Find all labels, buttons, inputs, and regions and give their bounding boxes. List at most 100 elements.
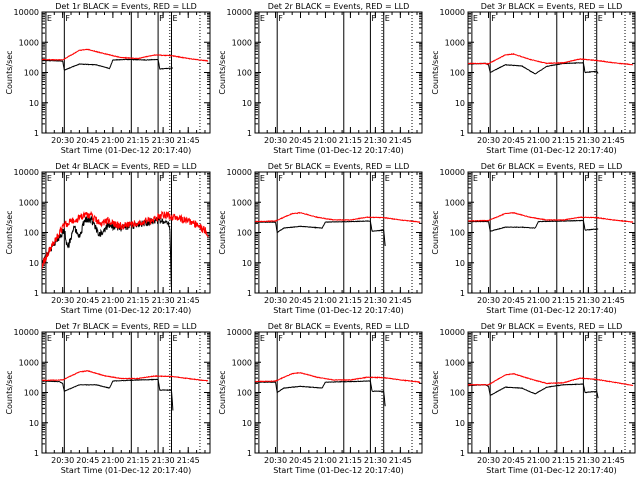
panel-title: Det 9r BLACK = Events, RED = LLD (481, 322, 623, 331)
x-tick-label: 21:00 (314, 456, 337, 465)
y-tick-label: 1 (460, 129, 465, 138)
y-tick-label: 100 (24, 389, 39, 398)
marker-letter: F (491, 334, 496, 343)
marker-letter: E (385, 334, 390, 343)
x-tick-label: 21:00 (314, 136, 337, 145)
panel-9: Det 9r BLACK = Events, RED = LLD 1 10 100 10… (431, 322, 636, 475)
events-series-line (42, 215, 172, 287)
marker-letter: F (491, 174, 496, 183)
y-tick-label: 1000 (445, 358, 465, 367)
marker-letter: F (371, 174, 376, 183)
x-tick-label: 21:30 (577, 136, 600, 145)
marker-letter: E (260, 174, 265, 183)
panel-title: Det 2r BLACK = Events, RED = LLD (268, 2, 410, 11)
y-tick-label: 100 (450, 69, 465, 78)
x-axis-label: Start Time (01-Dec-12 20:17:40) (61, 466, 192, 475)
marker-letter: F (159, 174, 164, 183)
y-tick-label: 1 (247, 129, 252, 138)
x-tick-label: 21:00 (527, 136, 550, 145)
x-tick-label: 21:45 (389, 136, 412, 145)
x-tick-label: 20:45 (289, 136, 312, 145)
y-axis-label: Counts/sec (5, 210, 14, 254)
panel-8: Det 8r BLACK = Events, RED = LLD 1 10 100 10… (218, 322, 423, 475)
lld-series-line (468, 52, 634, 66)
plot-frame (254, 171, 423, 294)
y-tick-label: 10 (455, 419, 465, 428)
x-tick-label: 21:00 (101, 136, 124, 145)
marker-letter: F (278, 14, 283, 23)
panel-title: Det 1r BLACK = Events, RED = LLD (55, 2, 197, 11)
x-tick-label: 21:00 (527, 456, 550, 465)
y-tick-label: 1 (460, 449, 465, 458)
lld-series-line (255, 371, 421, 384)
y-tick-label: 1000 (232, 198, 252, 207)
x-tick-label: 20:30 (264, 456, 287, 465)
y-tick-label: 10000 (440, 328, 465, 337)
panel-title: Det 6r BLACK = Events, RED = LLD (481, 162, 623, 171)
marker-letter: E (172, 14, 177, 23)
x-tick-label: 20:45 (76, 136, 99, 145)
y-tick-label: 10000 (14, 328, 39, 337)
x-tick-label: 21:45 (602, 456, 625, 465)
plot-frame (467, 171, 636, 294)
x-tick-label: 21:15 (126, 296, 149, 305)
x-tick-label: 20:45 (289, 456, 312, 465)
marker-letter: F (584, 334, 589, 343)
x-axis-label: Start Time (01-Dec-12 20:17:40) (486, 466, 617, 475)
y-tick-label: 10 (29, 259, 39, 268)
x-tick-label: 20:45 (289, 296, 312, 305)
marker-letter: E (260, 334, 265, 343)
y-tick-label: 1 (34, 289, 39, 298)
panel-5: Det 5r BLACK = Events, RED = LLD 1 10 100 10… (218, 162, 423, 315)
x-tick-label: 21:30 (152, 456, 175, 465)
x-tick-label: 20:30 (51, 456, 74, 465)
y-tick-label: 100 (450, 389, 465, 398)
marker-letter: E (385, 14, 390, 23)
x-tick-label: 21:00 (314, 296, 337, 305)
y-tick-label: 1 (460, 289, 465, 298)
marker-letter: F (278, 334, 283, 343)
marker-letter: F (371, 334, 376, 343)
marker-letter: F (159, 334, 164, 343)
y-tick-label: 10 (242, 259, 252, 268)
y-tick-label: 10000 (440, 8, 465, 17)
x-axis-label: Start Time (01-Dec-12 20:17:40) (486, 146, 617, 155)
marker-letter: E (473, 334, 478, 343)
x-tick-label: 21:15 (339, 296, 362, 305)
x-tick-label: 21:45 (389, 456, 412, 465)
y-tick-label: 1000 (19, 358, 39, 367)
x-tick-label: 21:15 (126, 456, 149, 465)
x-tick-label: 20:30 (264, 296, 287, 305)
y-axis-label: Counts/sec (218, 210, 227, 254)
marker-letter: F (584, 14, 589, 23)
panel-4: Det 4r BLACK = Events, RED = LLD 1 10 100 10… (5, 162, 211, 315)
x-axis-label: Start Time (01-Dec-12 20:17:40) (61, 146, 192, 155)
marker-letter: F (65, 334, 70, 343)
y-tick-label: 1000 (19, 198, 39, 207)
panel-title: Det 7r BLACK = Events, RED = LLD (55, 322, 197, 331)
plot-frame (41, 171, 211, 294)
x-tick-label: 20:30 (51, 296, 74, 305)
panel-7: Det 7r BLACK = Events, RED = LLD 1 10 100 10… (5, 322, 211, 475)
marker-letter: E (47, 174, 52, 183)
y-tick-label: 10 (455, 259, 465, 268)
y-axis-label: Counts/sec (5, 50, 14, 94)
y-axis-label: Counts/sec (431, 370, 440, 414)
y-tick-label: 10 (29, 99, 39, 108)
x-tick-label: 21:30 (364, 296, 387, 305)
marker-letter: E (473, 174, 478, 183)
panel-data (468, 211, 634, 232)
plot-frame (41, 11, 211, 134)
marker-letter: E (385, 174, 390, 183)
y-tick-label: 10000 (14, 168, 39, 177)
x-tick-label: 21:15 (552, 296, 575, 305)
y-tick-label: 100 (237, 229, 252, 238)
x-tick-label: 20:30 (477, 456, 500, 465)
panel-title: Det 5r BLACK = Events, RED = LLD (268, 162, 410, 171)
y-axis-label: Counts/sec (431, 210, 440, 254)
x-tick-label: 21:15 (339, 136, 362, 145)
events-series-line (42, 378, 174, 411)
panel-3: Det 3r BLACK = Events, RED = LLD 1 10 100 10… (431, 2, 636, 155)
marker-letter: E (473, 14, 478, 23)
x-tick-label: 21:15 (126, 136, 149, 145)
